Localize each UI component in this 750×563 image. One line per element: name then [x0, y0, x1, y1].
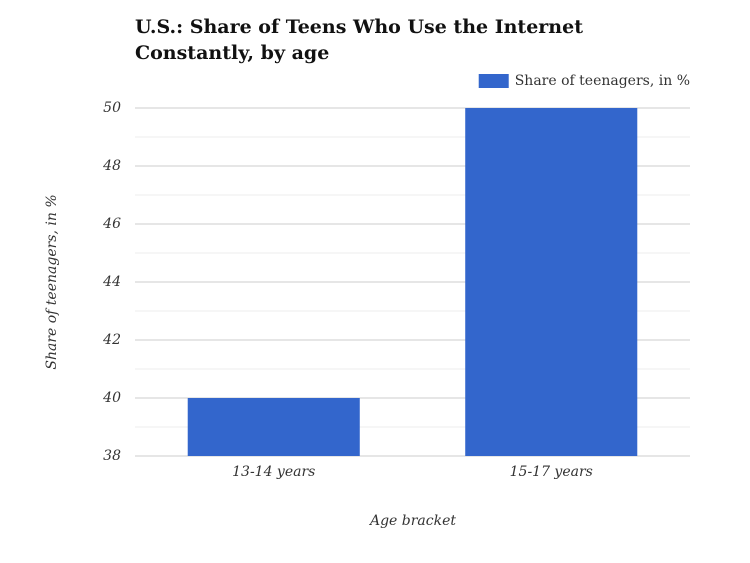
legend-label: Share of teenagers, in %	[515, 73, 690, 89]
y-axis-label: Share of teenagers, in %	[44, 194, 60, 369]
y-tick-label: 46	[102, 216, 121, 232]
x-tick-label: 13-14 years	[232, 464, 315, 480]
y-tick-label: 50	[103, 100, 121, 116]
bar	[465, 108, 638, 456]
y-tick-label: 38	[103, 448, 121, 464]
y-tick-label: 42	[102, 332, 121, 348]
bar	[187, 398, 360, 456]
x-axis-label: Age bracket	[368, 513, 456, 529]
y-tick-label: 40	[102, 390, 121, 406]
legend-swatch	[478, 74, 509, 88]
x-tick-label: 15-17 years	[510, 464, 593, 480]
y-tick-label: 48	[102, 158, 121, 174]
y-tick-label: 44	[102, 274, 121, 290]
chart-title: U.S.: Share of Teens Who Use the Interne…	[135, 16, 583, 64]
